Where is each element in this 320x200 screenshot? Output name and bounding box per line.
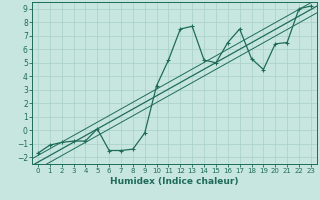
X-axis label: Humidex (Indice chaleur): Humidex (Indice chaleur) [110,177,239,186]
